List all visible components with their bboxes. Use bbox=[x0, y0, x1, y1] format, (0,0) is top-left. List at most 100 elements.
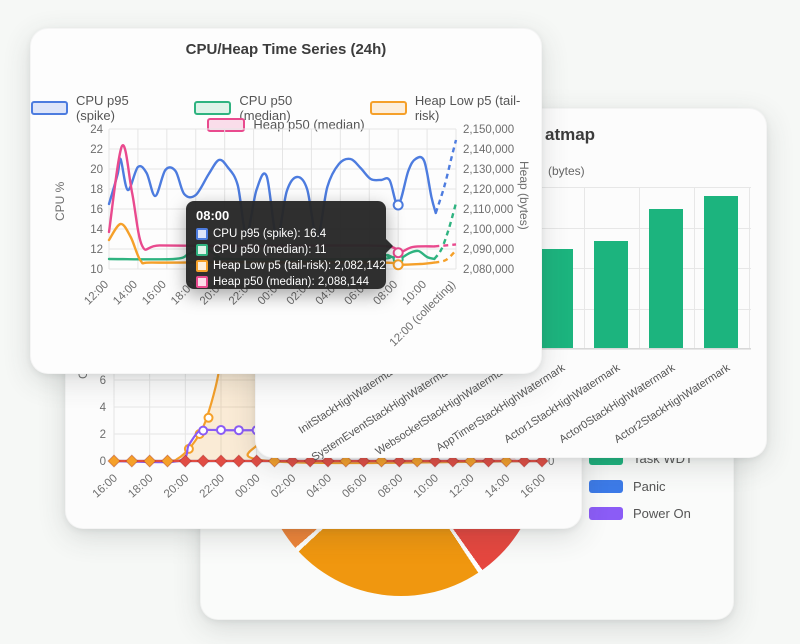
event-diamond bbox=[357, 454, 371, 468]
event-diamond bbox=[374, 454, 389, 468]
left-tick: 20 bbox=[90, 164, 103, 176]
tooltip-row: CPU p95 (spike): 16.4 bbox=[196, 226, 376, 242]
tooltip-text: CPU p95 (spike): 16.4 bbox=[213, 228, 327, 240]
legend-label: Heap Low p5 (tail-risk) bbox=[414, 93, 521, 123]
watermark-bar[interactable] bbox=[594, 241, 628, 348]
event-diamond bbox=[392, 454, 406, 468]
event-diamond bbox=[321, 454, 335, 468]
event-diamond bbox=[214, 454, 228, 468]
event-diamond bbox=[196, 454, 210, 468]
purple-events-marker bbox=[233, 425, 244, 436]
x-tick: 12:00 bbox=[82, 279, 111, 308]
event-diamond bbox=[410, 454, 424, 468]
left-tick: 10 bbox=[90, 264, 103, 276]
heap-p50-swatch bbox=[207, 117, 246, 132]
event-diamond bbox=[481, 454, 496, 468]
series-proj-Heap Low p5 (tail-risk) bbox=[434, 249, 457, 264]
events-left-tick: 4 bbox=[100, 402, 107, 414]
pie-legend-swatch bbox=[589, 507, 623, 520]
right-tick: 2,100,000 bbox=[463, 224, 514, 236]
events-left-tick: 6 bbox=[100, 375, 106, 387]
timeseries-legend-row-1: CPU p95 (spike) CPU p50 (median) Heap Lo… bbox=[31, 93, 541, 123]
right-tick: 2,120,000 bbox=[463, 184, 514, 196]
legend-label: CPU p95 (spike) bbox=[75, 93, 129, 123]
event-diamond bbox=[250, 454, 264, 468]
event-diamond bbox=[446, 454, 460, 468]
right-tick: 2,110,000 bbox=[463, 204, 513, 216]
hover-marker-Heap p50 (median) bbox=[392, 247, 404, 259]
event-diamond bbox=[143, 454, 157, 468]
series-proj-CPU p50 (median) bbox=[433, 202, 458, 260]
events-x-tick: 18:00 bbox=[126, 472, 155, 500]
legend-item-heap-p50[interactable]: Heap p50 (median) bbox=[207, 117, 365, 132]
event-diamond bbox=[232, 454, 246, 468]
tooltip-row: Heap Low p5 (tail-risk): 2,082,142 bbox=[196, 258, 386, 274]
heatmap-legend-fragment: (bytes) bbox=[548, 164, 585, 178]
timeseries-legend-row-2: Heap p50 (median) bbox=[31, 117, 541, 132]
timeseries-title: CPU/Heap Time Series (24h) bbox=[185, 41, 387, 58]
purple-events-marker bbox=[215, 424, 226, 435]
event-diamond bbox=[125, 454, 139, 468]
event-diamond bbox=[339, 454, 353, 468]
tooltip-swatch bbox=[196, 276, 208, 288]
left-tick: 18 bbox=[90, 184, 103, 196]
tooltip-swatch bbox=[196, 228, 208, 240]
timeseries-card: CPU/Heap Time Series (24h) CPU p95 (spik… bbox=[30, 28, 542, 374]
watermark-bar[interactable] bbox=[539, 249, 573, 348]
event-diamond bbox=[107, 454, 121, 468]
pie-legend-item-panic[interactable]: Panic bbox=[589, 479, 666, 494]
right-tick: 2,130,000 bbox=[463, 164, 514, 176]
right-tick: 2,150,000 bbox=[463, 124, 514, 136]
tooltip-swatch bbox=[196, 244, 208, 256]
pie-legend-item-power-on[interactable]: Power On bbox=[589, 506, 691, 521]
event-diamond bbox=[517, 454, 531, 468]
events-left-tick: 2 bbox=[100, 429, 106, 441]
cpu-p50-swatch bbox=[194, 101, 232, 115]
event-diamond bbox=[267, 454, 282, 468]
tooltip-text: Heap Low p5 (tail-risk): 2,082,142 bbox=[213, 260, 386, 272]
x-tick: 16:00 bbox=[140, 279, 169, 308]
watermark-bar[interactable] bbox=[649, 209, 683, 348]
cpu-p95-swatch bbox=[31, 101, 68, 115]
left-tick: 16 bbox=[90, 204, 103, 216]
events-right-zero: 0 bbox=[548, 456, 554, 468]
series-proj-Heap p50 (median) bbox=[434, 243, 457, 248]
series-proj-CPU p95 (spike) bbox=[434, 139, 458, 214]
event-diamond bbox=[285, 454, 299, 468]
legend-item-cpu-p95[interactable]: CPU p95 (spike) bbox=[31, 93, 168, 123]
tooltip-row: Heap p50 (median): 2,088,144 bbox=[196, 274, 376, 290]
chart-tooltip: 08:00 CPU p95 (spike): 16.4 CPU p50 (med… bbox=[186, 201, 393, 290]
purple-events-marker bbox=[198, 425, 209, 436]
hover-marker-Heap Low p5 (tail-risk) bbox=[392, 259, 404, 271]
orange-events-marker bbox=[203, 412, 214, 423]
tooltip-time: 08:00 bbox=[196, 208, 230, 223]
left-tick: 24 bbox=[90, 124, 103, 136]
heap-low-p5-swatch bbox=[369, 101, 407, 115]
legend-label: Heap p50 (median) bbox=[253, 117, 365, 132]
legend-item-heap-low-p5[interactable]: Heap Low p5 (tail-risk) bbox=[369, 93, 541, 123]
pie-legend-label: Power On bbox=[633, 506, 691, 521]
hover-marker-CPU p95 (spike) bbox=[392, 199, 404, 211]
watermark-bar[interactable] bbox=[704, 196, 738, 348]
events-x-tick: 20:00 bbox=[162, 472, 191, 500]
legend-label: CPU p50 (median) bbox=[239, 93, 293, 123]
tooltip-text: CPU p50 (median): 11 bbox=[213, 244, 327, 256]
left-tick: 12 bbox=[90, 244, 103, 256]
x-tick: 14:00 bbox=[111, 279, 140, 308]
right-tick: 2,090,000 bbox=[463, 244, 514, 256]
event-diamond bbox=[499, 454, 513, 468]
event-diamond bbox=[464, 454, 478, 468]
left-tick: 14 bbox=[90, 224, 103, 236]
events-left-tick: 0 bbox=[100, 456, 106, 468]
tooltip-text: Heap p50 (median): 2,088,144 bbox=[213, 276, 369, 288]
tooltip-row: CPU p50 (median): 11 bbox=[196, 242, 376, 258]
legend-item-cpu-p50[interactable]: CPU p50 (median) bbox=[194, 93, 343, 123]
pie-legend-swatch bbox=[589, 479, 623, 493]
event-diamond bbox=[178, 454, 192, 468]
event-diamond bbox=[160, 454, 175, 468]
pie-legend-label: Panic bbox=[633, 478, 666, 494]
right-tick: 2,080,000 bbox=[463, 264, 514, 276]
right-tick: 2,140,000 bbox=[463, 144, 514, 156]
tooltip-swatch bbox=[196, 260, 208, 272]
